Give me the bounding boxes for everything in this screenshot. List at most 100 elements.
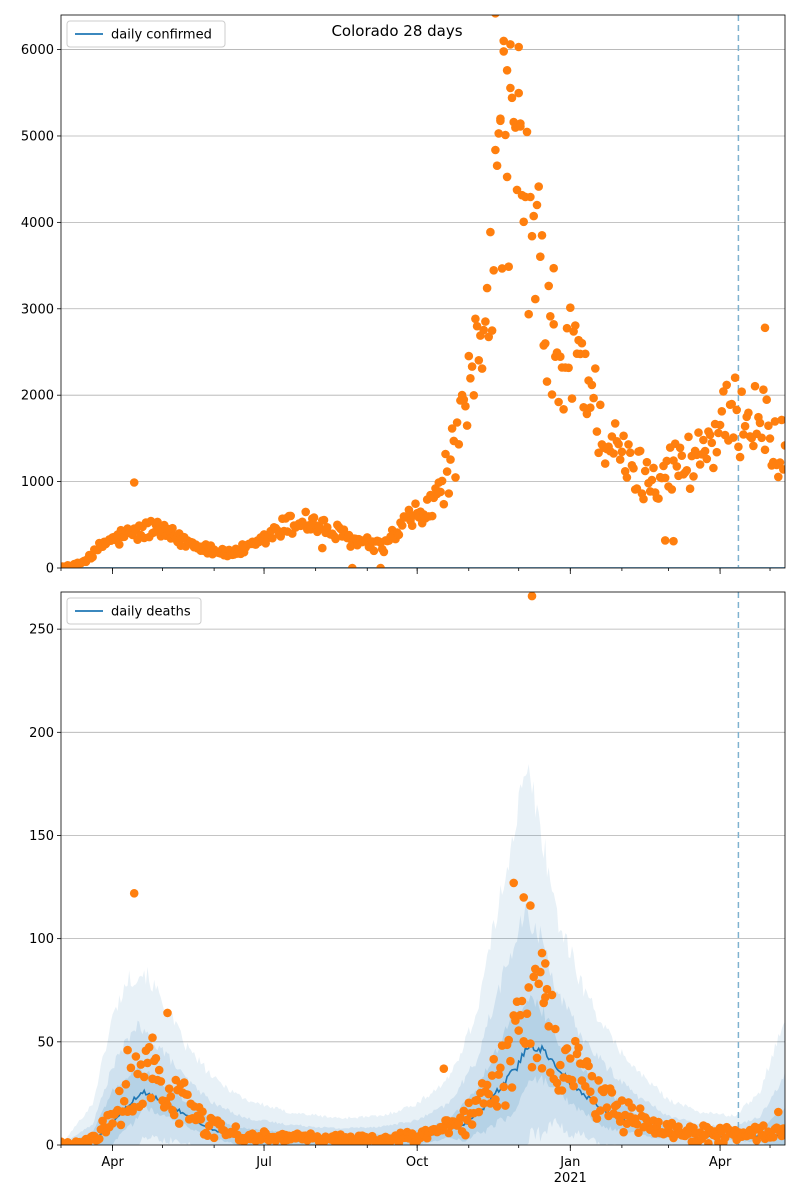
data-point	[571, 321, 580, 330]
data-point	[474, 356, 484, 365]
data-point	[675, 443, 685, 453]
data-point	[554, 397, 563, 407]
data-point	[482, 283, 492, 293]
data-point	[491, 1095, 500, 1104]
data-point	[700, 446, 710, 456]
data-point	[231, 1122, 241, 1131]
legend-label: daily confirmed	[111, 28, 212, 43]
data-point	[504, 1035, 513, 1045]
data-point	[774, 472, 783, 482]
data-point	[586, 1087, 595, 1096]
data-point	[531, 294, 540, 304]
data-point	[642, 457, 652, 467]
data-point	[669, 536, 678, 546]
data-point	[95, 1134, 104, 1144]
y-axis: 0 1000 2000 3000 4000 5000 6000	[21, 43, 61, 577]
data-point	[654, 494, 663, 503]
data-point	[562, 1044, 572, 1053]
chart-title: Colorado 28 days	[331, 22, 462, 40]
data-point	[491, 145, 500, 155]
x-tick-label: Jan	[559, 1155, 580, 1170]
data-point	[138, 1099, 147, 1109]
data-point	[536, 252, 545, 261]
y-axis: 0 50 100 150 200 250	[29, 623, 61, 1154]
data-point	[502, 172, 512, 182]
data-point	[479, 1099, 489, 1108]
data-point	[639, 494, 648, 504]
data-point	[481, 317, 490, 326]
data-point	[88, 552, 97, 562]
data-point	[464, 1098, 474, 1108]
data-point	[557, 1086, 567, 1095]
data-point	[524, 983, 533, 992]
data-point	[765, 434, 775, 443]
data-point	[541, 993, 550, 1002]
legend-box	[66, 20, 226, 48]
data-point	[376, 563, 385, 568]
data-point	[760, 323, 770, 333]
data-point	[770, 417, 780, 426]
data-point	[174, 1119, 184, 1128]
data-point	[600, 459, 610, 468]
x-tick-label: Oct	[406, 1155, 428, 1170]
data-point	[331, 534, 340, 544]
data-point	[447, 424, 457, 433]
data-point	[684, 432, 693, 442]
data-point	[566, 303, 575, 313]
data-point	[566, 1054, 575, 1063]
data-point	[467, 1120, 477, 1129]
data-point	[581, 349, 590, 359]
data-point	[407, 1129, 417, 1138]
data-point	[491, 15, 500, 18]
data-point	[301, 507, 311, 517]
data-point	[619, 1127, 628, 1137]
data-point	[737, 387, 746, 397]
data-point	[148, 1033, 157, 1042]
data-point	[461, 1130, 470, 1140]
data-point	[755, 418, 765, 428]
data-point	[757, 433, 766, 443]
data-point	[436, 487, 445, 497]
data-point	[660, 536, 670, 545]
data-point	[369, 546, 379, 556]
data-point	[501, 130, 510, 140]
data-point	[469, 391, 479, 400]
data-point	[762, 395, 771, 405]
data-point	[115, 1086, 124, 1096]
data-point	[537, 948, 547, 958]
data-point	[537, 1064, 547, 1073]
data-point	[116, 1120, 126, 1130]
data-point	[609, 449, 618, 458]
data-point	[529, 211, 538, 221]
data-point	[404, 505, 414, 515]
data-point	[526, 901, 535, 910]
data-point	[499, 1082, 509, 1092]
data-point	[119, 1096, 129, 1106]
data-point	[759, 385, 768, 395]
data-point	[717, 407, 727, 416]
data-point	[744, 408, 753, 418]
data-point	[444, 1128, 454, 1138]
data-point	[487, 326, 497, 335]
data-point	[519, 893, 528, 902]
data-point	[511, 1016, 520, 1025]
x-tick-label: Jul	[255, 1155, 272, 1170]
data-point	[126, 1063, 136, 1073]
data-point	[139, 1072, 149, 1082]
data-point	[164, 1084, 174, 1093]
data-point	[427, 511, 437, 521]
data-point	[719, 387, 728, 396]
data-point	[348, 563, 357, 568]
data-point	[179, 1078, 189, 1087]
data-point	[407, 521, 417, 530]
data-point	[444, 489, 454, 498]
data-point	[769, 1132, 778, 1142]
data-point	[459, 395, 469, 404]
data-point	[619, 431, 628, 441]
data-point	[627, 1103, 637, 1112]
data-point	[704, 1139, 713, 1145]
data-point	[437, 476, 447, 486]
data-point	[629, 464, 638, 473]
data-point	[489, 266, 499, 275]
data-point	[486, 227, 495, 237]
